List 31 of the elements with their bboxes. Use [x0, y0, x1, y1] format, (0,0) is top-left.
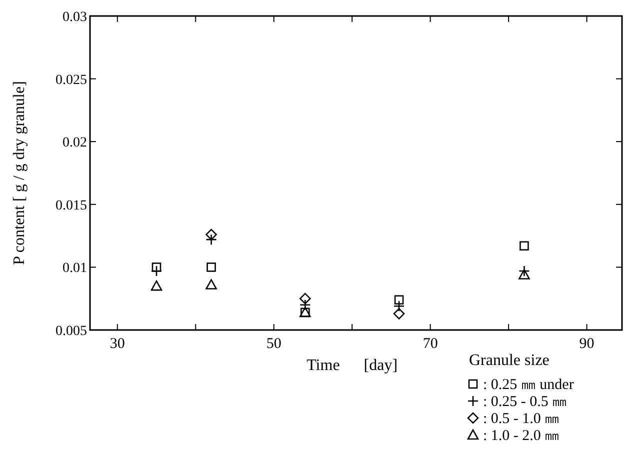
point [393, 300, 405, 312]
point [206, 234, 217, 246]
point [518, 265, 530, 277]
y-tick-label: 0.005 [56, 324, 87, 339]
point [152, 262, 162, 272]
legend-label: : 0.25 ㎜ under [483, 377, 574, 393]
legend-label: : 0.25 - 0.5 ㎜ [483, 394, 568, 410]
legend-label: : 1.0 - 2.0 ㎜ [483, 428, 560, 444]
point [206, 262, 216, 272]
point [518, 269, 530, 280]
x-tick-label: 50 [266, 336, 282, 352]
point [206, 279, 217, 290]
point [393, 308, 405, 320]
x-tick-label: 70 [422, 336, 438, 352]
y-tick-label: 0.025 [56, 72, 87, 88]
x-tick-label: 30 [110, 336, 125, 352]
point [520, 241, 529, 250]
legend-label: : 0.5 - 1.0 ㎜ [483, 411, 560, 427]
y-tick-label: 0.015 [56, 198, 87, 214]
y-tick-label: 0.01 [62, 261, 87, 276]
x-tick-label: 90 [579, 336, 594, 352]
y-axis-title: P content [ g / g dry granule] [11, 81, 28, 265]
y-tick-label: 0.03 [62, 10, 87, 25]
x-axis-title: Time [day] [306, 357, 398, 374]
point [299, 292, 311, 304]
point [206, 228, 217, 240]
point [394, 295, 404, 305]
y-tick-label: 0.02 [62, 136, 87, 151]
point [150, 265, 162, 277]
point [150, 280, 162, 291]
legend-title: Granule size [469, 352, 550, 369]
